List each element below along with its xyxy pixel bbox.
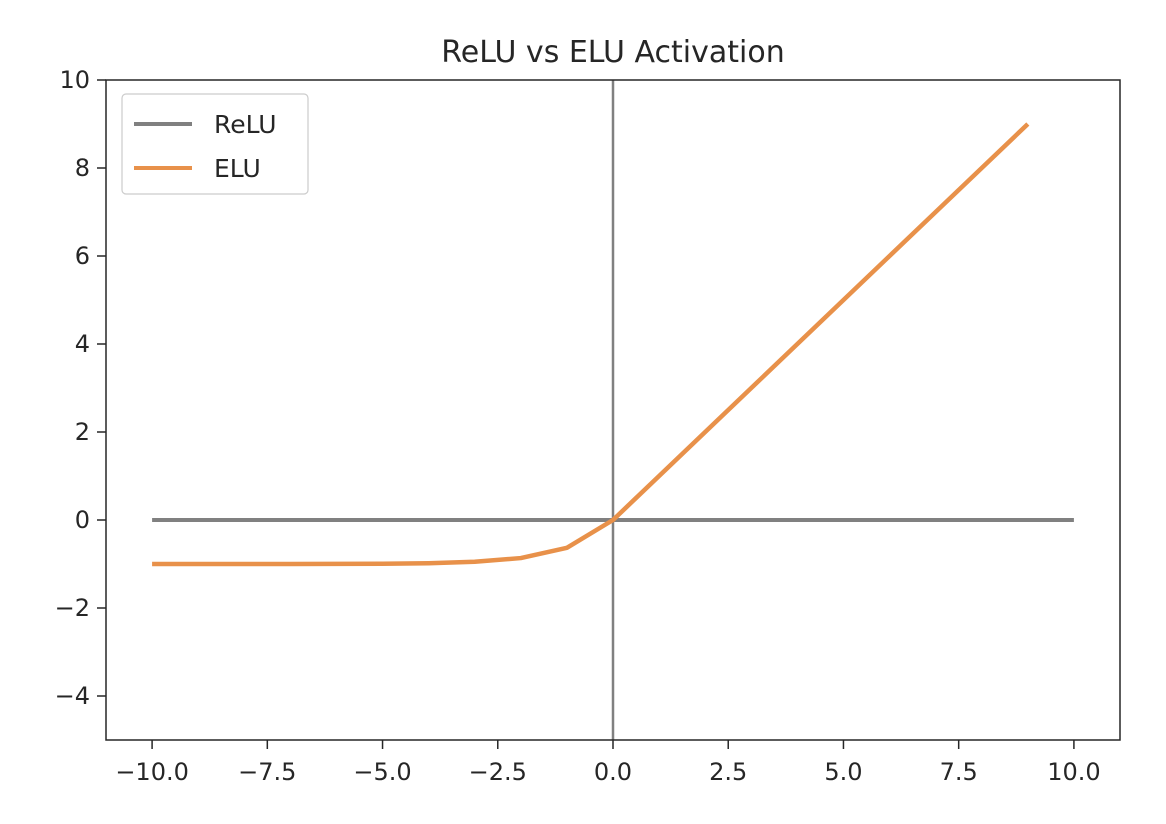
legend: ReLU ELU <box>121 93 309 195</box>
y-tick-label: 2 <box>75 418 90 446</box>
series-line-elu <box>152 122 1030 567</box>
x-tick-label: −10.0 <box>115 758 189 786</box>
x-tick-label: 0.0 <box>594 758 632 786</box>
x-tick-label: −7.5 <box>238 758 296 786</box>
chart-title: ReLU vs ELU Activation <box>441 35 784 70</box>
x-tick-label: 2.5 <box>709 758 747 786</box>
plot-area <box>152 80 1074 740</box>
x-tick-label: 7.5 <box>940 758 978 786</box>
legend-label-relu: ReLU <box>214 110 277 139</box>
y-tick-label: 6 <box>75 242 90 270</box>
y-tick-label: 4 <box>75 330 90 358</box>
x-tick-label: 10.0 <box>1047 758 1100 786</box>
y-tick-label: 0 <box>75 506 90 534</box>
legend-label-elu: ELU <box>214 154 261 183</box>
x-tick-label: −5.0 <box>353 758 411 786</box>
y-tick-label: 10 <box>59 66 90 94</box>
y-tick-label: 8 <box>75 154 90 182</box>
y-axis: −4 −2 0 2 4 6 8 10 <box>55 66 106 710</box>
y-tick-label: −4 <box>55 682 90 710</box>
x-tick-label: 5.0 <box>824 758 862 786</box>
x-tick-label: −2.5 <box>469 758 527 786</box>
x-axis: −10.0 −7.5 −5.0 −2.5 0.0 2.5 5.0 7.5 10.0 <box>115 740 1101 786</box>
y-tick-label: −2 <box>55 594 90 622</box>
